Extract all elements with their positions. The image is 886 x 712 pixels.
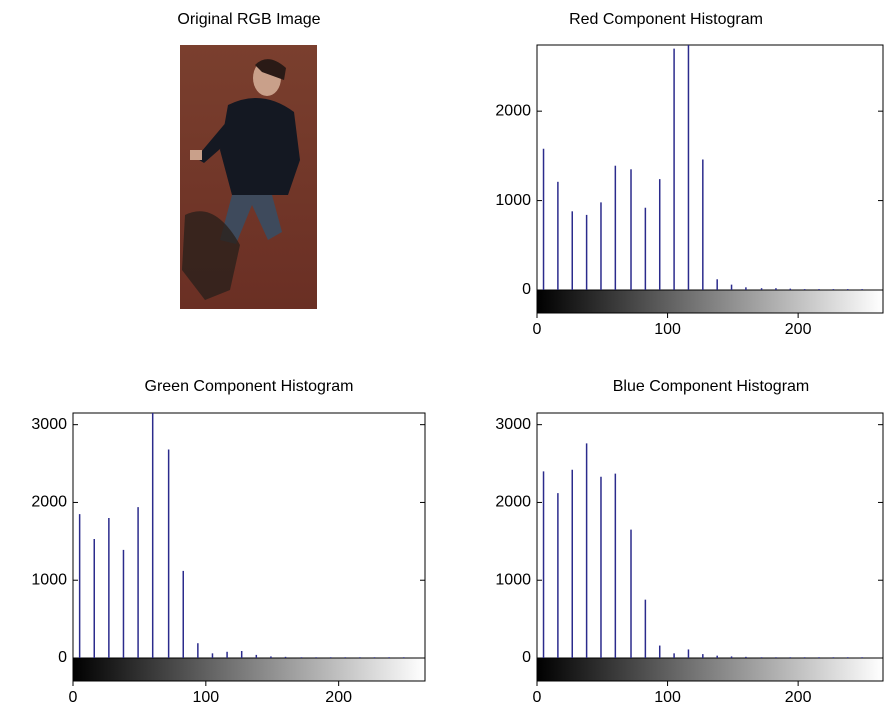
y-tick-label: 0 xyxy=(522,649,531,666)
y-tick-label: 1000 xyxy=(495,192,531,209)
chart-title: Original RGB Image xyxy=(177,11,320,28)
y-tick-label: 0 xyxy=(522,281,531,298)
y-tick-label: 2000 xyxy=(31,494,67,511)
x-tick-label: 200 xyxy=(785,321,812,338)
colorbar xyxy=(537,290,883,313)
x-tick-label: 200 xyxy=(325,689,352,706)
colorbar xyxy=(73,658,425,681)
x-tick-label: 200 xyxy=(785,689,812,706)
x-tick-label: 0 xyxy=(533,321,542,338)
axes-box xyxy=(537,413,883,681)
x-tick-label: 100 xyxy=(654,321,681,338)
chart-title: Green Component Histogram xyxy=(145,378,354,395)
photo xyxy=(180,45,317,309)
axes-box xyxy=(73,413,425,681)
axes-box xyxy=(537,45,883,313)
chart-title: Blue Component Histogram xyxy=(613,378,810,395)
x-tick-label: 0 xyxy=(69,689,78,706)
x-tick-label: 100 xyxy=(654,689,681,706)
y-tick-label: 3000 xyxy=(31,416,67,433)
y-tick-label: 2000 xyxy=(495,102,531,119)
x-tick-label: 0 xyxy=(533,689,542,706)
x-tick-label: 100 xyxy=(192,689,219,706)
figure: Original RGB Image Red Component Histogra… xyxy=(0,0,886,712)
y-tick-label: 3000 xyxy=(495,416,531,433)
y-tick-label: 0 xyxy=(58,649,67,666)
y-tick-label: 1000 xyxy=(495,571,531,588)
chart-title: Red Component Histogram xyxy=(569,11,763,28)
y-tick-label: 1000 xyxy=(31,571,67,588)
colorbar xyxy=(537,658,883,681)
y-tick-label: 2000 xyxy=(495,494,531,511)
